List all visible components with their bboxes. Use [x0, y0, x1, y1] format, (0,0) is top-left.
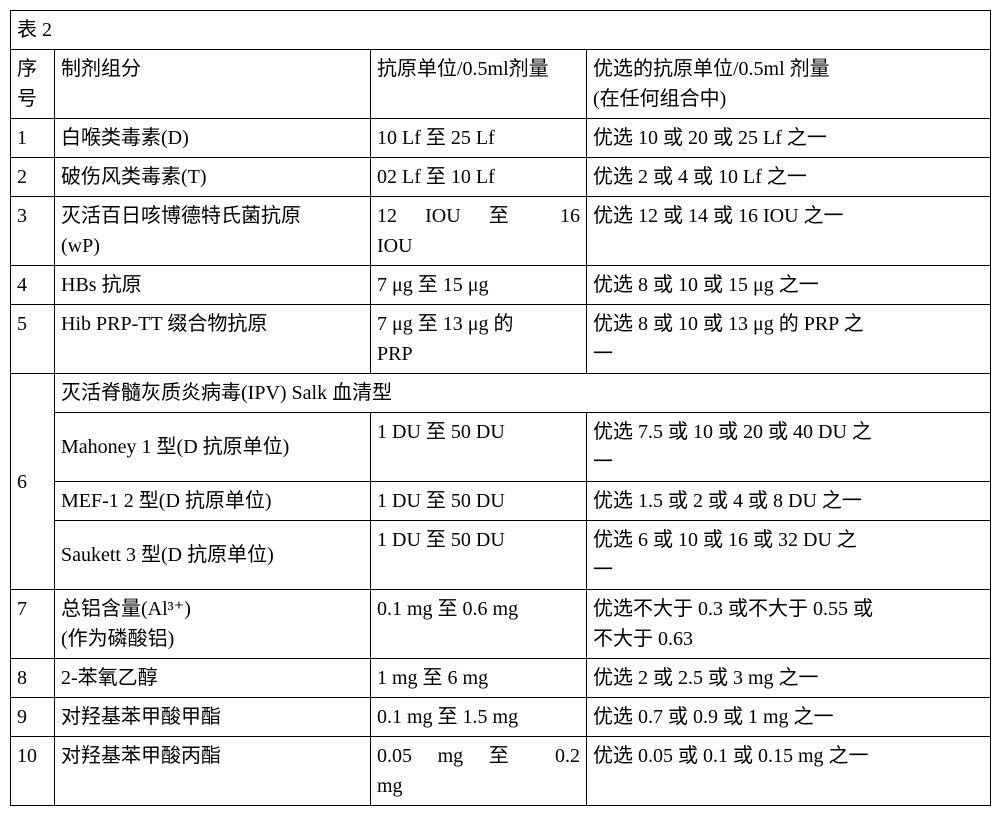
row1-unit: 10 Lf 至 25 Lf [371, 119, 587, 158]
row6-sub2-preferred: 优选 1.5 或 2 或 4 或 8 DU 之一 [587, 482, 991, 521]
row2-idx: 2 [11, 158, 55, 197]
row6-sub3-unit: 1 DU 至 50 DU [371, 521, 587, 590]
table-row-group6-header: 6 灭活脊髓灰质炎病毒(IPV) Salk 血清型 [11, 374, 991, 413]
row6-idx: 6 [11, 374, 55, 590]
table-title-row: 表 2 [11, 11, 991, 50]
row3-component-l2: (wP) [61, 235, 100, 257]
table-row: 9 对羟基苯甲酸甲酯 0.1 mg 至 1.5 mg 优选 0.7 或 0.9 … [11, 698, 991, 737]
table-row: 5 Hib PRP-TT 缀合物抗原 7 μg 至 13 μg 的 PRP 优选… [11, 305, 991, 374]
table-row: Mahoney 1 型(D 抗原单位) 1 DU 至 50 DU 优选 7.5 … [11, 413, 991, 482]
row6-sub3-preferred-l2: 一 [593, 559, 613, 581]
table-row: 7 总铝含量(Al³⁺) (作为磷酸铝) 0.1 mg 至 0.6 mg 优选不… [11, 590, 991, 659]
row9-component: 对羟基苯甲酸甲酯 [55, 698, 371, 737]
row10-unit: 0.05 mg 至 0.2 mg [371, 737, 587, 806]
table-row: Saukett 3 型(D 抗原单位) 1 DU 至 50 DU 优选 6 或 … [11, 521, 991, 590]
row7-idx: 7 [11, 590, 55, 659]
row5-preferred-l2: 一 [593, 343, 613, 365]
table-row: 8 2-苯氧乙醇 1 mg 至 6 mg 优选 2 或 2.5 或 3 mg 之… [11, 659, 991, 698]
row1-idx: 1 [11, 119, 55, 158]
table-row: 2 破伤风类毒素(T) 02 Lf 至 10 Lf 优选 2 或 4 或 10 … [11, 158, 991, 197]
row5-unit-l2: PRP [377, 343, 413, 365]
row5-unit: 7 μg 至 13 μg 的 PRP [371, 305, 587, 374]
row7-preferred-l2: 不大于 0.63 [593, 628, 693, 650]
row6-sub1-preferred-l1: 优选 7.5 或 10 或 20 或 40 DU 之 [593, 421, 872, 443]
row2-preferred: 优选 2 或 4 或 10 Lf 之一 [587, 158, 991, 197]
row3-component: 灭活百日咳博德特氏菌抗原 (wP) [55, 197, 371, 266]
row8-unit: 1 mg 至 6 mg [371, 659, 587, 698]
row10-unit-l1: 0.05 mg 至 0.2 [377, 745, 580, 767]
row9-idx: 9 [11, 698, 55, 737]
row5-idx: 5 [11, 305, 55, 374]
row6-sub3-preferred: 优选 6 或 10 或 16 或 32 DU 之 一 [587, 521, 991, 590]
row3-unit: 12 IOU 至 16 IOU [371, 197, 587, 266]
row7-unit: 0.1 mg 至 0.6 mg [371, 590, 587, 659]
row6-sub1-preferred-l2: 一 [593, 451, 613, 473]
row9-unit: 0.1 mg 至 1.5 mg [371, 698, 587, 737]
row6-sub3-component: Saukett 3 型(D 抗原单位) [55, 521, 371, 590]
row6-sub1-unit: 1 DU 至 50 DU [371, 413, 587, 482]
row7-component-l1: 总铝含量(Al³⁺) [61, 598, 191, 620]
table-row: 1 白喉类毒素(D) 10 Lf 至 25 Lf 优选 10 或 20 或 25… [11, 119, 991, 158]
row3-idx: 3 [11, 197, 55, 266]
row5-preferred: 优选 8 或 10 或 13 μg 的 PRP 之 一 [587, 305, 991, 374]
row6-sub2-component: MEF-1 2 型(D 抗原单位) [55, 482, 371, 521]
header-preferred-l1: 优选的抗原单位/0.5ml 剂量 [593, 58, 830, 80]
row8-component: 2-苯氧乙醇 [55, 659, 371, 698]
row6-header: 灭活脊髓灰质炎病毒(IPV) Salk 血清型 [55, 374, 991, 413]
row10-unit-l2: mg [377, 775, 403, 797]
table-title: 表 2 [11, 11, 991, 50]
table-row: 4 HBs 抗原 7 μg 至 15 μg 优选 8 或 10 或 15 μg … [11, 266, 991, 305]
row7-component-l2: (作为磷酸铝) [61, 628, 174, 650]
row9-preferred: 优选 0.7 或 0.9 或 1 mg 之一 [587, 698, 991, 737]
row10-idx: 10 [11, 737, 55, 806]
header-idx: 序号 [11, 50, 55, 119]
table-row: MEF-1 2 型(D 抗原单位) 1 DU 至 50 DU 优选 1.5 或 … [11, 482, 991, 521]
table-row: 3 灭活百日咳博德特氏菌抗原 (wP) 12 IOU 至 16 IOU 优选 1… [11, 197, 991, 266]
header-component: 制剂组分 [55, 50, 371, 119]
header-preferred-l2: (在任何组合中) [593, 88, 726, 110]
row4-preferred: 优选 8 或 10 或 15 μg 之一 [587, 266, 991, 305]
row7-preferred: 优选不大于 0.3 或不大于 0.55 或 不大于 0.63 [587, 590, 991, 659]
row6-sub3-preferred-l1: 优选 6 或 10 或 16 或 32 DU 之 [593, 529, 857, 551]
row3-unit-l1: 12 IOU 至 16 [377, 205, 580, 227]
row5-unit-l1: 7 μg 至 13 μg 的 [377, 313, 513, 335]
row4-idx: 4 [11, 266, 55, 305]
row4-component: HBs 抗原 [55, 266, 371, 305]
row7-component: 总铝含量(Al³⁺) (作为磷酸铝) [55, 590, 371, 659]
antigen-table: 表 2 序号 制剂组分 抗原单位/0.5ml剂量 优选的抗原单位/0.5ml 剂… [10, 10, 991, 806]
row6-sub1-preferred: 优选 7.5 或 10 或 20 或 40 DU 之 一 [587, 413, 991, 482]
row7-preferred-l1: 优选不大于 0.3 或不大于 0.55 或 [593, 598, 873, 620]
row5-component: Hib PRP-TT 缀合物抗原 [55, 305, 371, 374]
row8-preferred: 优选 2 或 2.5 或 3 mg 之一 [587, 659, 991, 698]
row3-unit-l2: IOU [377, 235, 413, 257]
row3-preferred: 优选 12 或 14 或 16 IOU 之一 [587, 197, 991, 266]
row6-sub1-component: Mahoney 1 型(D 抗原单位) [55, 413, 371, 482]
row2-component: 破伤风类毒素(T) [55, 158, 371, 197]
row10-component: 对羟基苯甲酸丙酯 [55, 737, 371, 806]
header-preferred: 优选的抗原单位/0.5ml 剂量 (在任何组合中) [587, 50, 991, 119]
row1-preferred: 优选 10 或 20 或 25 Lf 之一 [587, 119, 991, 158]
row6-sub2-unit: 1 DU 至 50 DU [371, 482, 587, 521]
row8-idx: 8 [11, 659, 55, 698]
row4-unit: 7 μg 至 15 μg [371, 266, 587, 305]
header-unit: 抗原单位/0.5ml剂量 [371, 50, 587, 119]
row1-component: 白喉类毒素(D) [55, 119, 371, 158]
row2-unit: 02 Lf 至 10 Lf [371, 158, 587, 197]
row10-preferred: 优选 0.05 或 0.1 或 0.15 mg 之一 [587, 737, 991, 806]
table-row: 10 对羟基苯甲酸丙酯 0.05 mg 至 0.2 mg 优选 0.05 或 0… [11, 737, 991, 806]
row5-preferred-l1: 优选 8 或 10 或 13 μg 的 PRP 之 [593, 313, 864, 335]
row3-component-l1: 灭活百日咳博德特氏菌抗原 [61, 205, 301, 227]
table-header-row: 序号 制剂组分 抗原单位/0.5ml剂量 优选的抗原单位/0.5ml 剂量 (在… [11, 50, 991, 119]
